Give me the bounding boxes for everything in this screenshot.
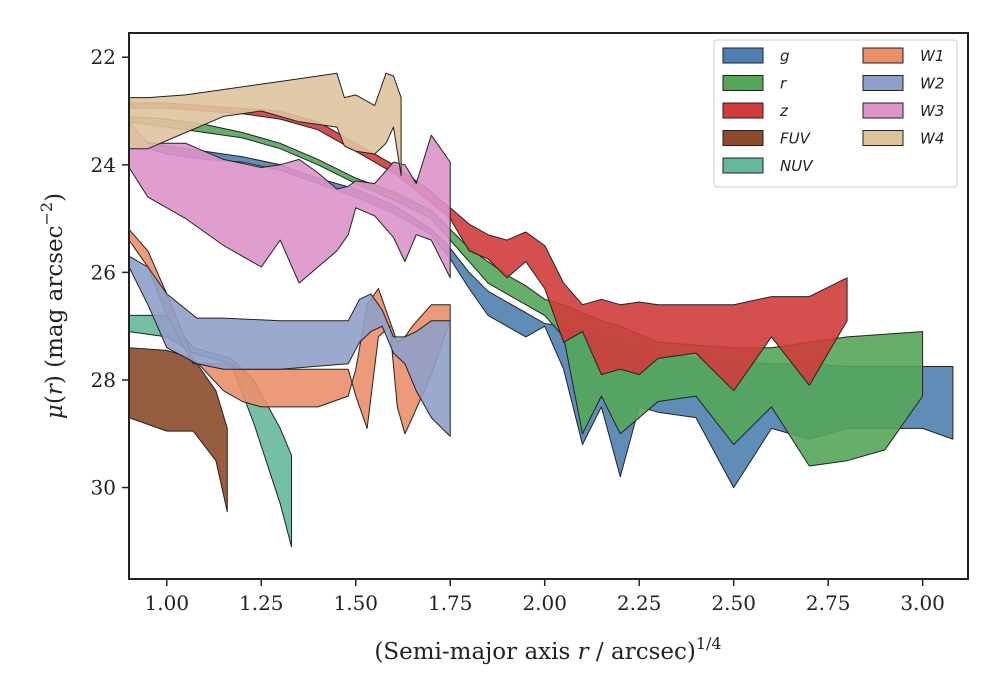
x-tick-label: 2.00 — [522, 591, 567, 615]
x-tick-label: 1.25 — [239, 591, 284, 615]
legend-label-w4: W4 — [920, 130, 944, 148]
legend-label-w1: W1 — [920, 47, 944, 65]
legend-swatch-w1 — [862, 47, 904, 64]
x-axis-label: (Semi-major axis r / arcsec)1/4 — [374, 634, 721, 665]
y-axis-label: μ(r) (mag arcsec−2) — [37, 193, 68, 419]
y-tick-label: 30 — [91, 476, 116, 500]
legend-label-nuv: NUV — [780, 157, 814, 175]
y-axis: 22 24 26 28 30 — [91, 45, 129, 500]
band-polygons — [128, 72, 954, 548]
x-tick-label: 2.25 — [617, 591, 662, 615]
x-tick-label: 1.50 — [333, 591, 378, 615]
x-tick-label: 1.75 — [428, 591, 473, 615]
legend-label-w2: W2 — [920, 75, 944, 93]
legend-label-z: z — [779, 102, 789, 120]
x-axis: 1.00 1.25 1.50 1.75 2.00 2.25 2.50 2.75 3.00 — [145, 579, 945, 615]
legend-swatch-w2 — [862, 75, 904, 91]
legend-swatch-z — [722, 102, 764, 119]
legend: grz FUV NUV W1 W2 W3 W4 — [713, 39, 958, 188]
legend-swatch-fuv — [722, 130, 764, 146]
legend-swatch-g — [722, 47, 764, 64]
y-tick-label: 22 — [91, 45, 116, 69]
plot-frame — [128, 32, 969, 580]
band-w4 — [128, 72, 402, 177]
y-tick-label: 28 — [91, 368, 116, 392]
x-tick-label: 3.00 — [900, 591, 945, 615]
legend-label-w3: W3 — [920, 102, 944, 120]
x-tick-label: 1.00 — [145, 591, 190, 615]
legend-label-r: r — [780, 75, 787, 93]
legend-swatch-nuv — [722, 157, 764, 174]
legend-label-g: g — [780, 47, 790, 65]
legend-swatch-w4 — [862, 130, 904, 146]
band-w2 — [128, 255, 451, 437]
band-w3 — [128, 121, 451, 284]
x-tick-label: 2.50 — [711, 591, 756, 615]
legend-swatch-r — [722, 75, 764, 91]
legend-label-fuv: FUV — [780, 130, 812, 148]
y-tick-label: 26 — [91, 260, 116, 284]
y-tick-label: 24 — [91, 153, 116, 177]
x-tick-label: 2.75 — [806, 591, 851, 615]
legend-swatch-w3 — [862, 102, 904, 119]
